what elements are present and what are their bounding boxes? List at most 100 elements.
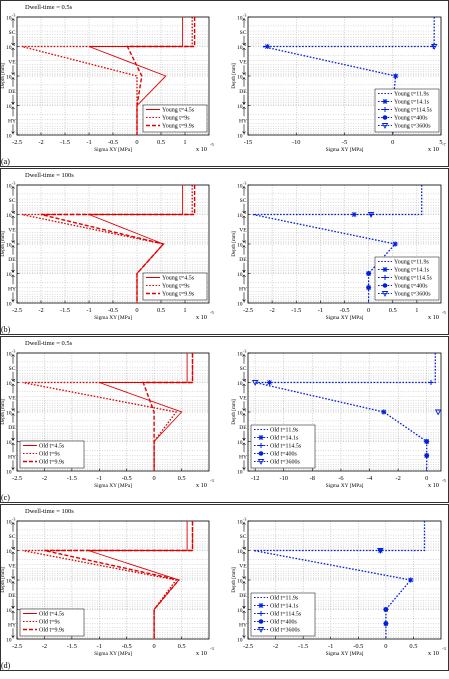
y-tick-label: 10 (6, 213, 12, 219)
series-marker (424, 453, 430, 458)
x-exponent: x 10 (428, 482, 439, 489)
layer-arrow-head (11, 442, 15, 470)
x-tick-label: -0.5 (122, 643, 132, 650)
layer-label-sc: SC (9, 534, 16, 540)
layer-arrow-head (11, 186, 15, 214)
series-marker (366, 285, 371, 290)
layer-label-ve: VE (239, 395, 247, 401)
x-tick-label: -10 (292, 139, 301, 146)
legend-entry: Young t=11.9s (394, 260, 430, 266)
x-tick-label: -2.5 (12, 307, 22, 314)
legend-box (374, 256, 440, 301)
y-tick-label: 10 (237, 16, 243, 22)
layer-arrow-head (11, 215, 15, 243)
series-line (88, 185, 184, 303)
x-tick-label: -1.5 (291, 307, 301, 314)
series-line (22, 521, 194, 639)
legend-entry: Old t=3600s (270, 460, 301, 466)
panel-tag: (d) (1, 661, 11, 670)
y-tick-label: 10 (237, 381, 243, 387)
legend-entry: Old t=400s (270, 620, 298, 626)
y-tick-label: 10 (237, 134, 243, 140)
layer-arrow-head (242, 106, 246, 134)
layer-arrow-head (11, 581, 15, 609)
y-axis-label: Depth [mm] (231, 231, 237, 257)
x-tick-label: 1 (415, 307, 418, 314)
x-exponent-power: -3 (442, 646, 446, 651)
x-axis-label: Sigma XY [MPa] (326, 147, 364, 153)
legend-entry: Old t=9s (39, 620, 61, 626)
series-marker (367, 212, 375, 218)
legend-marker (258, 443, 264, 448)
x-tick-label: 0.5 (178, 643, 186, 650)
layer-arrow-head (242, 413, 246, 441)
x-tick-label: -1.5 (67, 643, 77, 650)
dwell-time-label: Dwell-time = 100s (25, 172, 74, 179)
x-tick-label: -2.5 (12, 643, 22, 650)
layer-label-de: DE (239, 593, 247, 599)
legend-entry: Young t=9.9s (162, 292, 195, 298)
layer-label-de: DE (8, 89, 16, 95)
series-line (40, 185, 196, 303)
legend-entry: Old t=11.9s (270, 596, 299, 602)
legend-entry: Old t=14.1s (270, 604, 299, 610)
layer-arrow-head (242, 18, 246, 46)
legend: Young t=11.9s Young t=14.1s Young t=114.5s… (374, 88, 440, 133)
x-tick-label: -2 (269, 307, 274, 314)
y-tick-power: -3 (12, 349, 15, 354)
legend-box (250, 424, 316, 469)
layer-arrow-head (242, 186, 246, 214)
series-marker (434, 409, 442, 416)
x-tick-label: -2.5 (243, 307, 253, 314)
x-tick-label: -2.5 (12, 139, 22, 146)
y-tick-label: 10 (237, 638, 243, 644)
x-tick-label: -1 (328, 643, 333, 650)
x-axis-label: Sigma XY [MPa] (326, 315, 364, 321)
chart-b-left: -2.5 -2 -1.5 -1 -0.5 0 0.5 1x 10-510-310-210-11… (0, 181, 214, 322)
legend-marker (382, 283, 388, 288)
series-marker (392, 241, 398, 247)
layer-arrow-head (11, 274, 15, 302)
legend-entry: Old t=4.5s (39, 612, 65, 618)
layer-label-sc: SC (9, 366, 16, 372)
y-tick-label: 10 (6, 440, 12, 446)
y-tick-label: 10 (237, 549, 243, 555)
legend-entry: Old t=114.5s (270, 612, 302, 618)
y-tick-label: 10 (6, 16, 12, 22)
y-tick-power: -3 (12, 13, 15, 18)
legend-marker (258, 611, 264, 616)
legend-entry: Old t=11.9s (270, 428, 299, 434)
series-marker (251, 380, 259, 386)
series-marker (264, 44, 270, 49)
y-tick-label: 10 (237, 470, 243, 476)
legend-marker (258, 619, 264, 624)
y-tick-power: -3 (243, 517, 246, 522)
y-axis-label: Depth [mm] (0, 399, 6, 425)
legend-marker (257, 459, 265, 465)
x-tick-label: -1 (86, 139, 91, 146)
dwell-time-label: Dwell-time = 0.5s (25, 340, 73, 347)
x-tick-label: -1 (97, 643, 102, 650)
legend-marker (382, 275, 388, 280)
layer-label-hy: HY (239, 454, 247, 460)
layer-arrow-head (11, 551, 15, 579)
y-tick-label: 10 (6, 381, 12, 387)
x-exponent: x 10 (428, 146, 439, 153)
legend-entry: Young t=14.1s (394, 268, 430, 274)
legend-entry: Young t=400s (394, 284, 428, 290)
layer-label-hy: HY (8, 454, 16, 460)
y-tick-label: 10 (237, 440, 243, 446)
x-tick-label: -1.5 (67, 475, 77, 482)
y-tick-label: 10 (237, 75, 243, 81)
series-line (21, 185, 193, 303)
y-tick-label: 10 (6, 352, 12, 358)
y-axis-label: Depth [mm] (0, 63, 6, 89)
x-tick-label: -2.5 (12, 475, 22, 482)
x-tick-label: 0.5 (157, 139, 165, 146)
chart-c-right: -12-10-8-6-4-20x 10-510-310-210-1100101S… (231, 349, 446, 490)
series-line (44, 521, 194, 639)
layer-label-ve: VE (8, 395, 16, 401)
x-tick-label: -0.5 (353, 643, 363, 650)
layer-arrow-head (11, 47, 15, 75)
